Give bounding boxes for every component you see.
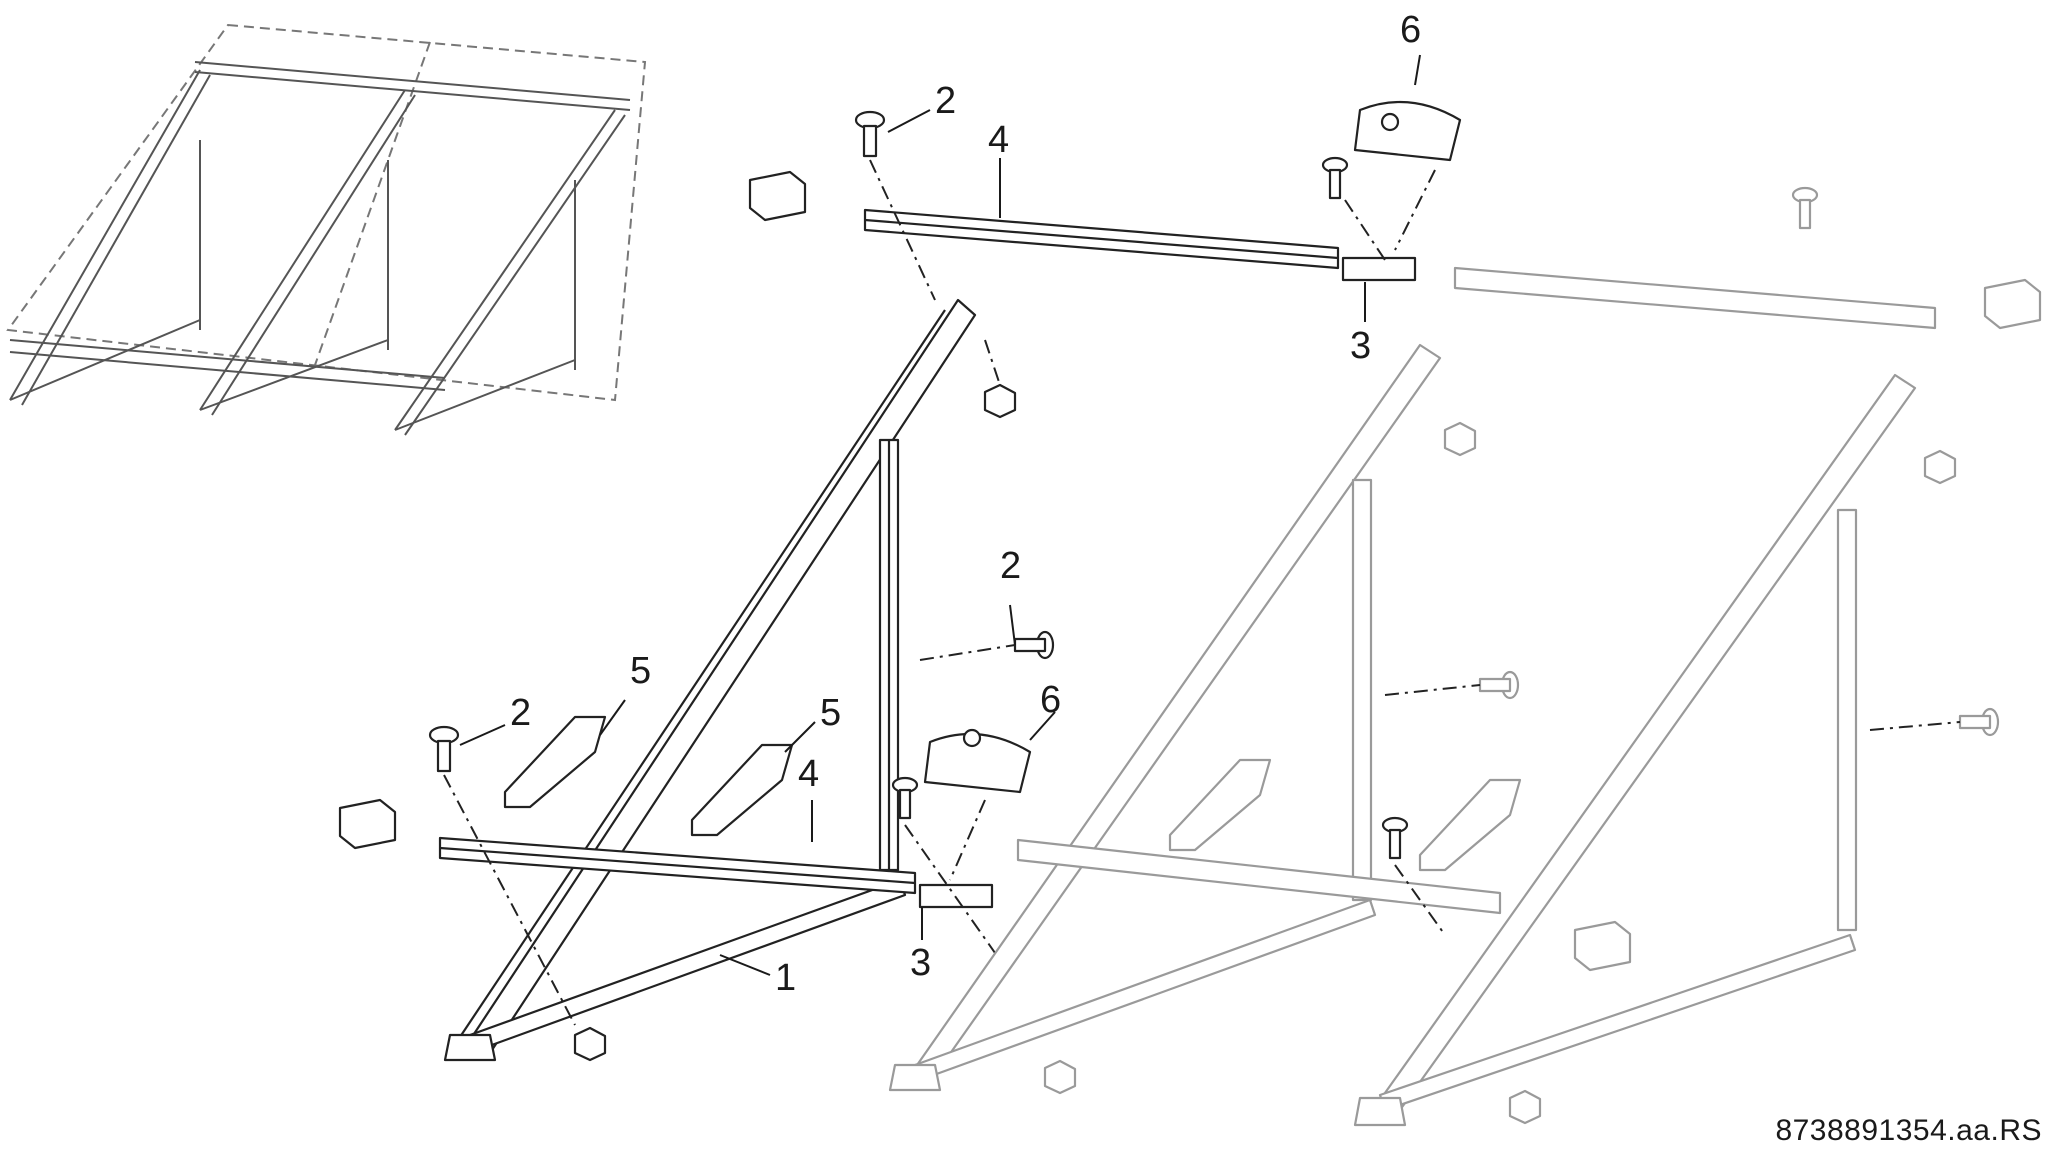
- screw-icon: [854, 110, 886, 158]
- screw-icon: [891, 776, 919, 820]
- front-frame: [338, 100, 1462, 1062]
- callout-4-top: 4: [988, 119, 1009, 161]
- callout-6-top: 6: [1400, 9, 1421, 51]
- overview-assembly: [6, 23, 647, 436]
- rear-frame: [1353, 186, 2042, 1127]
- screw-icon: [428, 725, 460, 773]
- callout-5-left: 5: [630, 650, 651, 692]
- callout-2-left: 2: [510, 692, 531, 734]
- callout-5-middle: 5: [820, 692, 841, 734]
- callout-3-top: 3: [1350, 325, 1371, 367]
- callout-2-top: 2: [935, 80, 956, 122]
- callout-labels: 2 4 6 3 2 2 5 5 6 4 1 3: [510, 9, 1421, 999]
- callout-6-lower: 6: [1040, 679, 1061, 721]
- middle-frame: [888, 343, 1632, 1095]
- screw-icon: [1321, 156, 1349, 200]
- screw-icon: [1013, 630, 1055, 660]
- callout-1: 1: [775, 957, 796, 999]
- callout-2-middle: 2: [1000, 545, 1021, 587]
- callout-3-lower: 3: [910, 942, 931, 984]
- document-id: 8738891354.aa.RS: [1775, 1114, 2042, 1147]
- callout-4-lower: 4: [798, 753, 819, 795]
- callout-leaders: [459, 54, 1421, 976]
